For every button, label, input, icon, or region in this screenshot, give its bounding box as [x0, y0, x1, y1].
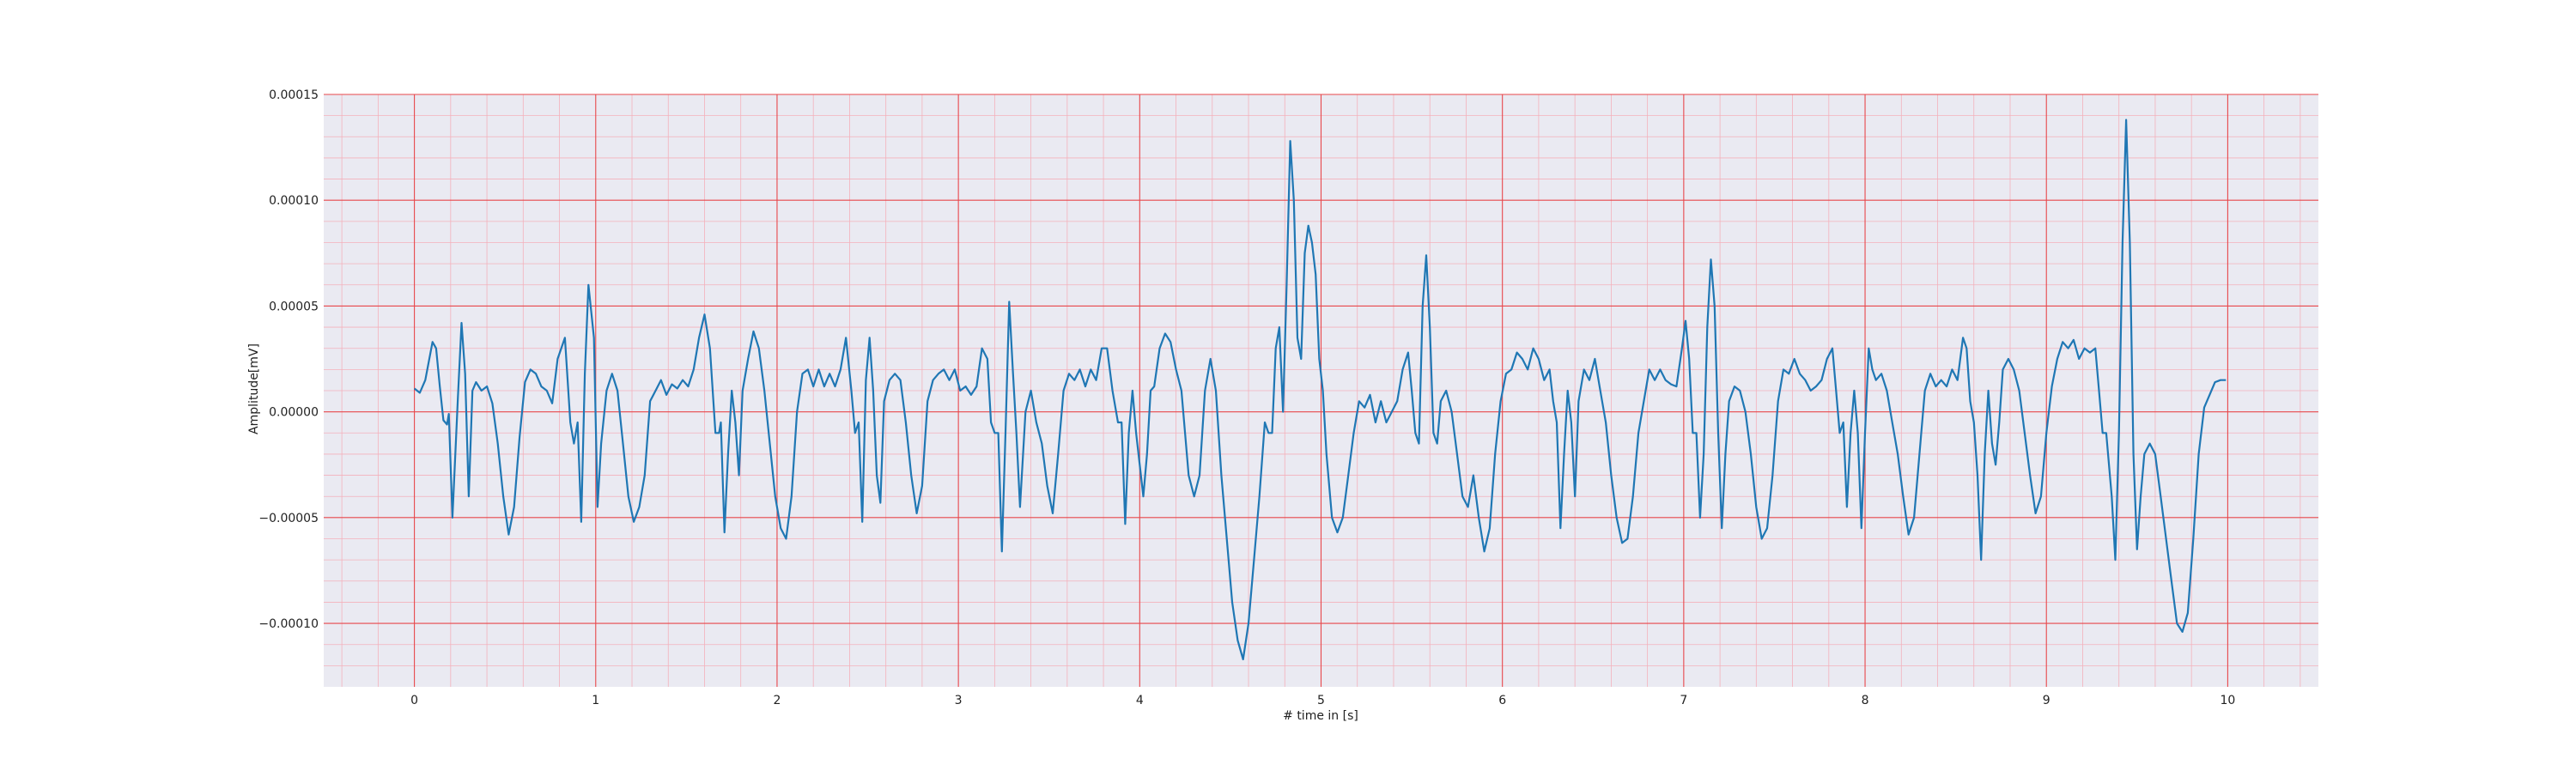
- x-tick-label: 7: [1680, 694, 1687, 707]
- series-line: [413, 118, 2227, 661]
- y-tick-label: 0.00005: [269, 300, 319, 313]
- major-grid: [324, 94, 2318, 687]
- x-tick-label: 9: [2043, 694, 2050, 707]
- y-tick-label: 0.00015: [269, 88, 319, 102]
- x-tick-label: 1: [592, 694, 599, 707]
- x-axis-label: # time in [s]: [1283, 709, 1358, 723]
- x-tick-label: 6: [1498, 694, 1506, 707]
- y-tick-label: −0.00010: [258, 617, 319, 631]
- y-axis-tick-labels: 0.00015 0.00010 0.00005 0.00000 −0.00005 −0.0…: [258, 88, 319, 631]
- x-tick-label: 10: [2220, 694, 2235, 707]
- y-tick-label: 0.00010: [269, 194, 319, 208]
- y-axis-label: Amplitude[mV]: [247, 343, 261, 434]
- x-tick-label: 0: [410, 694, 418, 707]
- x-tick-label: 5: [1317, 694, 1325, 707]
- x-axis-tick-labels: 0 1 2 3 4 5 6 7 8 9 10: [410, 694, 2235, 707]
- y-tick-label: −0.00005: [258, 512, 319, 525]
- y-tick-label: 0.00000: [269, 406, 319, 420]
- x-tick-label: 8: [1862, 694, 1869, 707]
- x-tick-label: 2: [773, 694, 781, 707]
- x-tick-label: 4: [1136, 694, 1144, 707]
- x-tick-label: 3: [955, 694, 963, 707]
